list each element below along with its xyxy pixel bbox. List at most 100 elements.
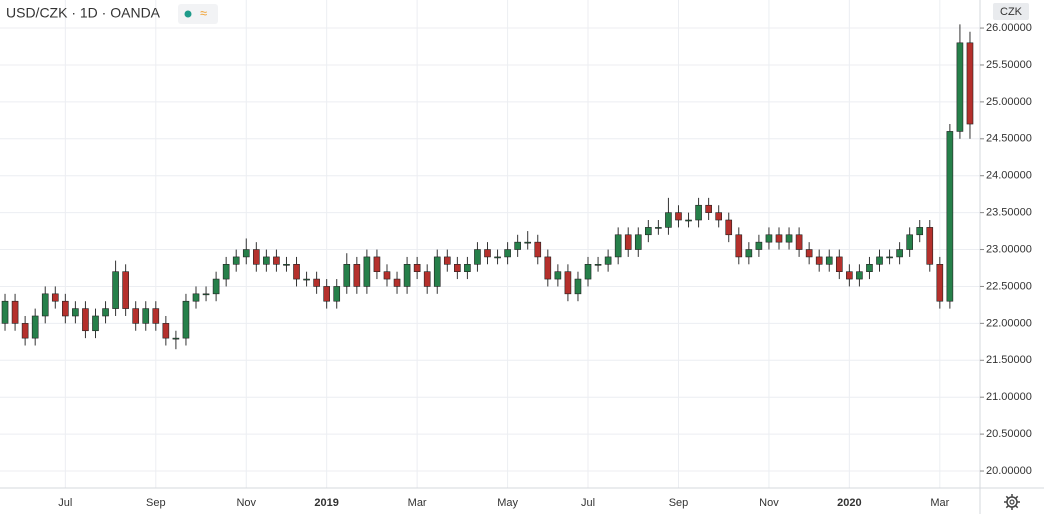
candle-body	[795, 234, 803, 250]
candle-body	[755, 241, 763, 250]
candle-body	[916, 227, 924, 236]
candle-body	[62, 300, 69, 317]
candle-body	[293, 264, 300, 280]
candle-body	[715, 212, 723, 221]
candle-body	[454, 264, 461, 272]
x-tick-label: Sep	[669, 497, 689, 509]
candle-body	[544, 256, 552, 280]
candle-body	[785, 234, 793, 243]
candle-body	[624, 234, 632, 250]
candle-body	[484, 249, 491, 258]
candle-body	[132, 308, 140, 324]
y-tick-label: 20.50000	[986, 428, 1032, 440]
candle-body	[51, 293, 59, 302]
candle-body	[413, 264, 421, 272]
candle-body	[705, 204, 712, 213]
x-tick-label: Nov	[759, 497, 779, 509]
candle-body	[815, 256, 823, 265]
candle-body	[474, 249, 481, 265]
candle-body	[273, 256, 280, 265]
candle-body	[725, 219, 733, 236]
candle-body	[514, 241, 521, 250]
settings-icon[interactable]	[1004, 494, 1020, 510]
candle-body	[31, 315, 39, 339]
y-tick-label: 22.00000	[986, 317, 1032, 329]
candle-body	[82, 308, 89, 332]
x-tick-label: Mar	[930, 497, 949, 509]
candle-body	[11, 300, 19, 324]
x-tick-label: Nov	[236, 497, 256, 509]
candle-body	[805, 249, 813, 258]
candle-body	[172, 337, 180, 340]
candle-body	[333, 286, 341, 302]
candle-body	[283, 264, 290, 266]
candle-body	[946, 131, 954, 302]
candle-body	[956, 42, 964, 132]
candle-body	[343, 264, 351, 287]
candle-body	[212, 278, 220, 295]
candle-body	[202, 293, 210, 296]
candle-body	[584, 264, 592, 280]
candle-body	[574, 278, 582, 295]
candle-body	[735, 234, 743, 258]
candle-body	[675, 212, 682, 221]
candle-body	[443, 256, 451, 265]
candle-body	[685, 219, 692, 222]
x-tick-label: 2019	[314, 497, 338, 509]
svg-text:≈: ≈	[200, 5, 207, 20]
y-tick-label: 24.00000	[986, 170, 1032, 182]
currency-label: CZK	[1000, 6, 1023, 18]
candle-body	[162, 323, 170, 339]
candle-body	[182, 300, 190, 339]
candle-body	[926, 227, 934, 265]
candle-body	[313, 278, 320, 287]
candle-body	[242, 249, 250, 258]
candle-body	[152, 308, 160, 324]
candle-body	[594, 264, 602, 266]
candle-body	[936, 264, 944, 302]
indicator-badge[interactable]: ≈	[178, 4, 218, 24]
candle-body	[856, 271, 863, 280]
candle-body	[92, 315, 99, 332]
y-tick-label: 23.50000	[986, 207, 1032, 219]
y-tick-label: 21.00000	[986, 391, 1032, 403]
candle-body	[906, 234, 913, 250]
candle-body	[534, 241, 542, 258]
candle-body	[252, 249, 260, 265]
candle-body	[122, 271, 129, 309]
candle-body	[72, 308, 79, 317]
currency-badge	[993, 3, 1029, 20]
candle-body	[665, 212, 672, 228]
candle-body	[614, 234, 622, 258]
candle-body	[423, 271, 431, 287]
y-tick-label: 21.50000	[986, 354, 1032, 366]
candle-body	[363, 256, 371, 287]
chart-title: USD/CZK · 1D · OANDA	[6, 5, 161, 21]
y-tick-label: 25.50000	[986, 59, 1032, 71]
candle-body	[403, 264, 411, 287]
candle-body	[645, 227, 652, 236]
candle-body	[554, 271, 562, 280]
axes: 20.00000 20.50000 21.00000 21.50000 22.00000…	[58, 22, 1032, 509]
candle-body	[464, 264, 471, 272]
candle-body	[433, 256, 441, 287]
candle-body	[323, 286, 330, 302]
y-tick-label: 22.50000	[986, 280, 1032, 292]
candle-body	[102, 308, 109, 317]
y-tick-label: 20.00000	[986, 465, 1032, 477]
candle-body	[564, 271, 572, 295]
candle-body	[835, 256, 843, 272]
candle-body	[383, 271, 391, 280]
candle-body	[393, 278, 401, 287]
candle-body	[966, 42, 974, 125]
candle-body	[192, 293, 200, 302]
x-tick-label: Jul	[58, 497, 72, 509]
candle-body	[886, 256, 893, 259]
x-tick-label: Mar	[408, 497, 427, 509]
candle-body	[846, 271, 853, 280]
candles	[1, 24, 974, 350]
y-tick-label: 25.00000	[986, 96, 1032, 108]
candle-body	[775, 234, 783, 243]
candle-body	[142, 308, 150, 324]
candle-body	[494, 256, 501, 259]
